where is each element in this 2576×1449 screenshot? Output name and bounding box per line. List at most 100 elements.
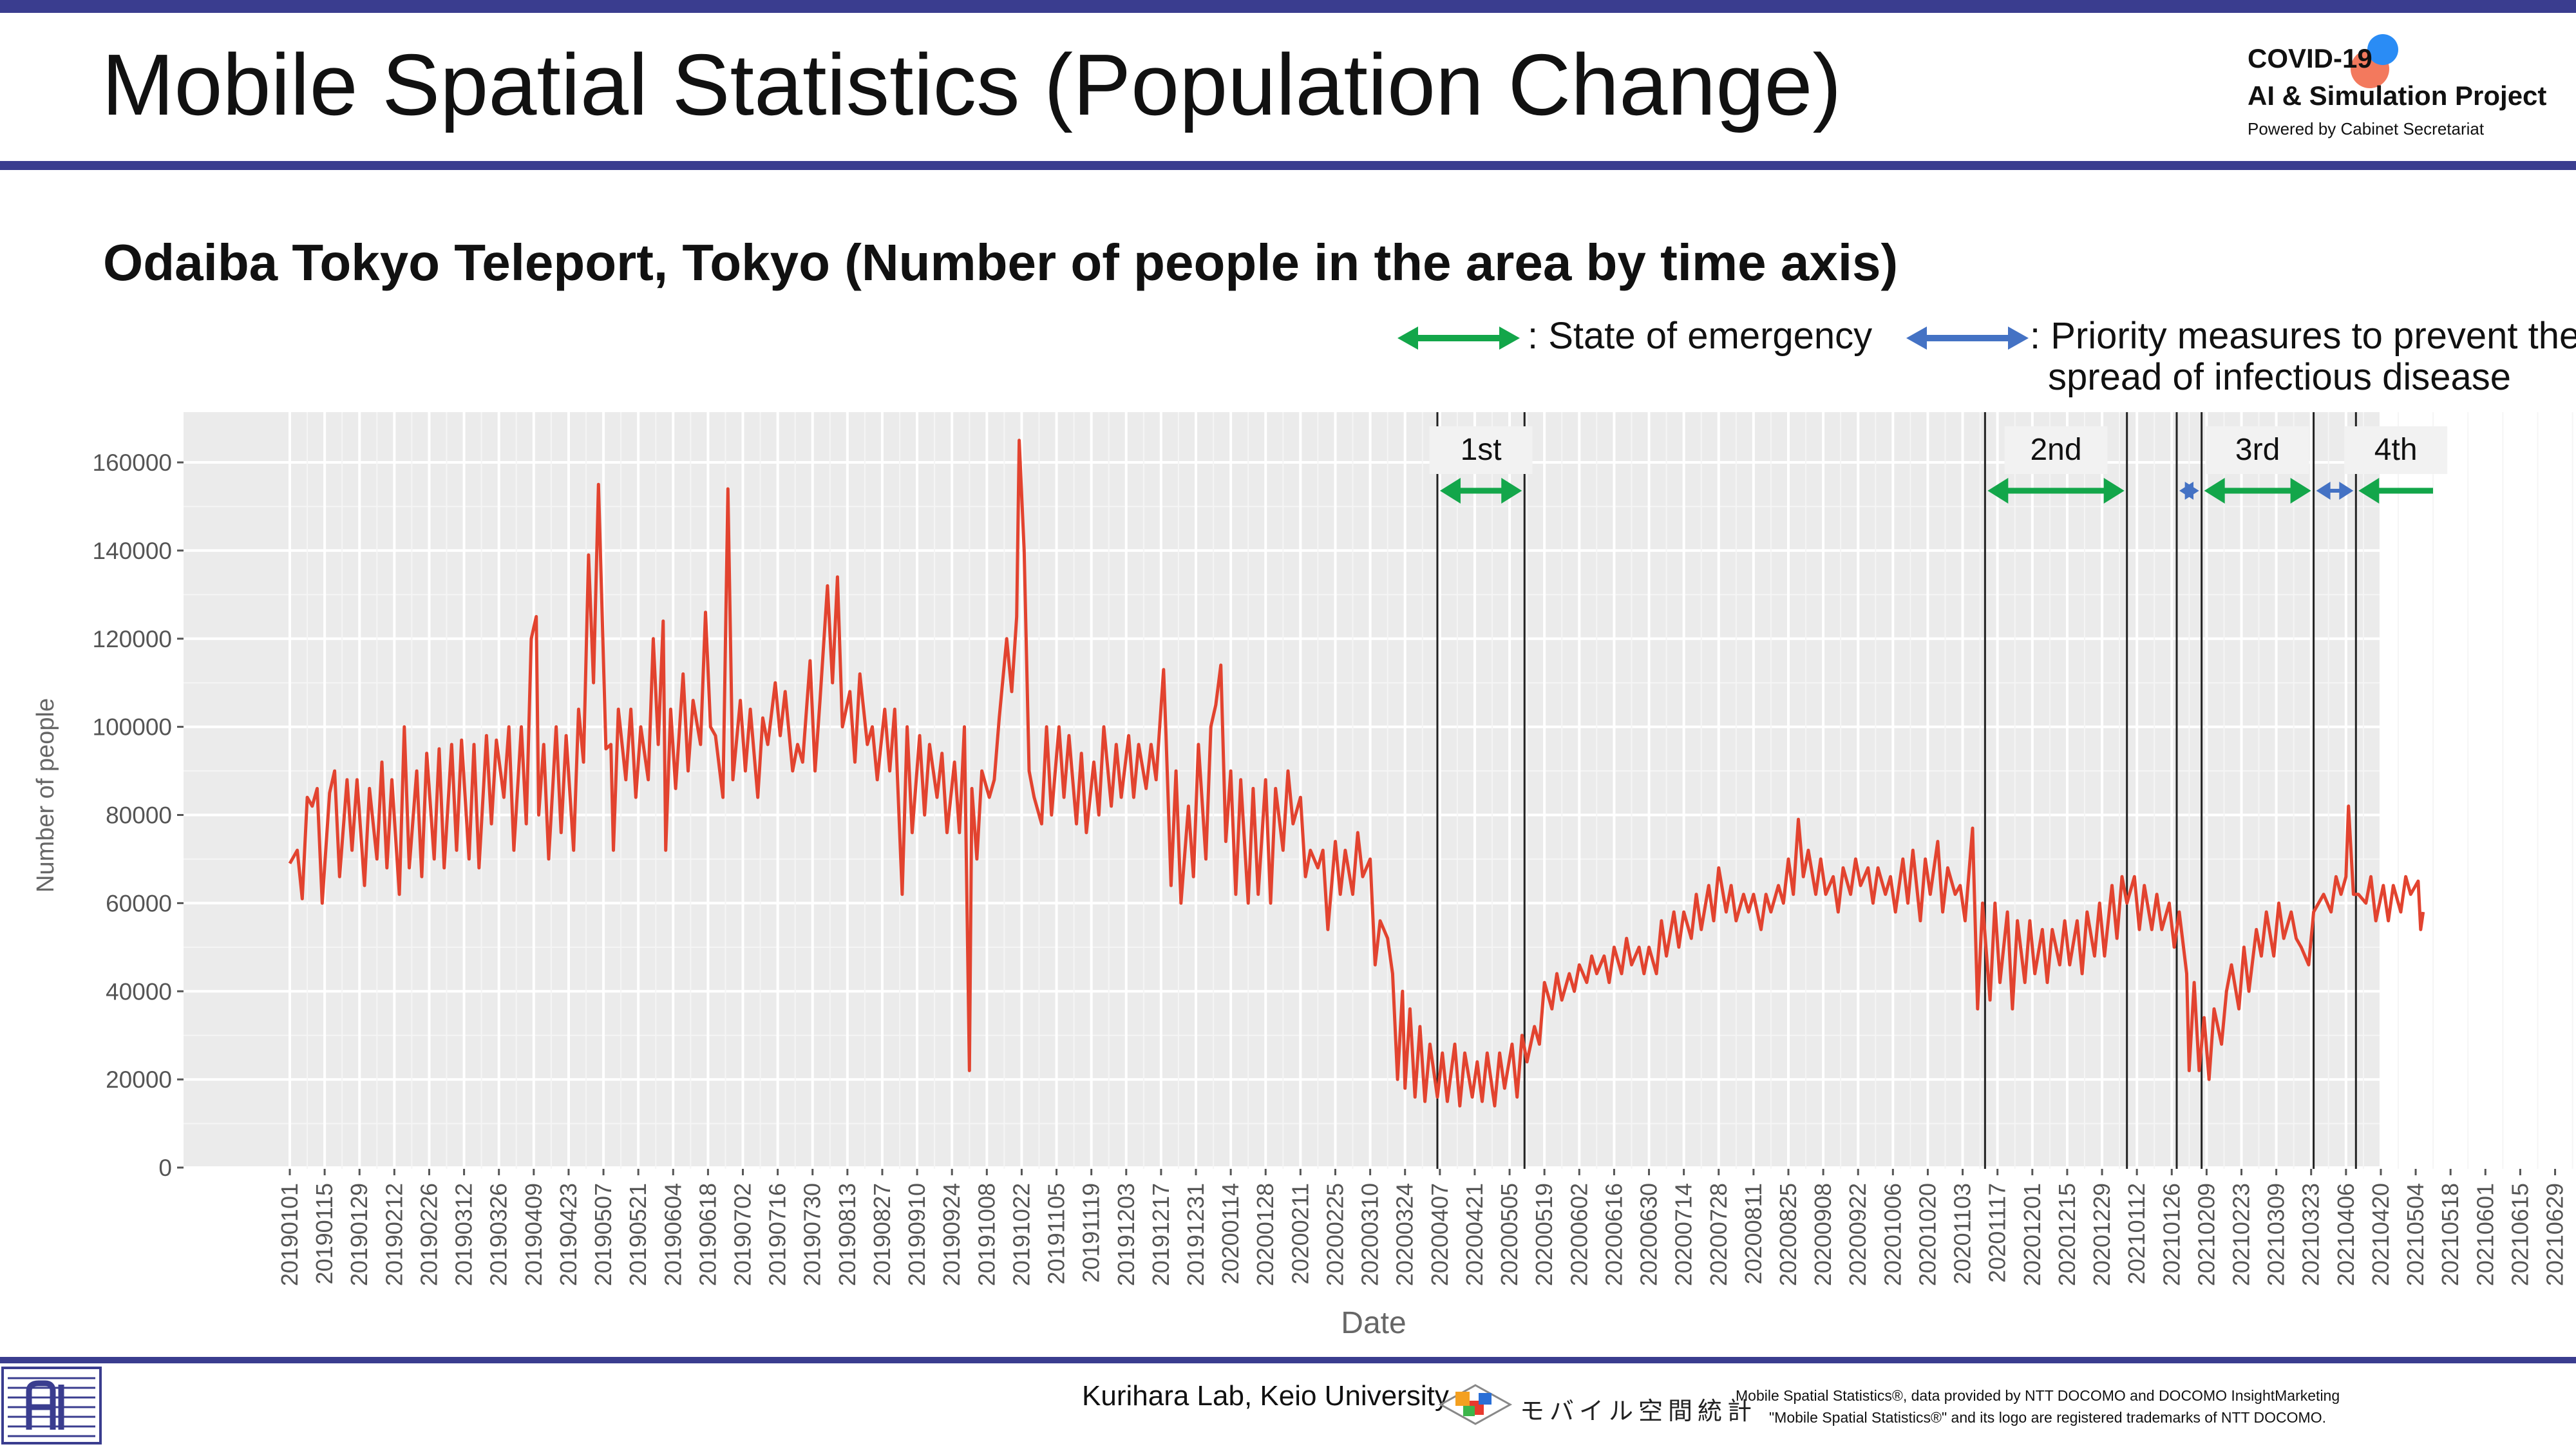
y-tick-label: 40000 <box>106 978 172 1005</box>
y-tick-label: 60000 <box>106 890 172 916</box>
period-arrowhead-right <box>2290 478 2311 504</box>
x-tick-label: 20191008 <box>973 1183 999 1286</box>
x-tick-label: 20190827 <box>869 1183 895 1286</box>
x-tick-label: 20200908 <box>1810 1183 1836 1286</box>
period-arrowhead-right <box>2184 482 2199 500</box>
y-tick-label: 140000 <box>93 538 172 564</box>
x-tick-label: 20190604 <box>659 1183 686 1286</box>
x-tick-label: 20200114 <box>1217 1183 1244 1285</box>
header-divider <box>0 161 2576 170</box>
x-tick-label: 20210323 <box>2298 1183 2324 1286</box>
population-series-line <box>288 439 2425 1108</box>
x-tick-label: 20190507 <box>590 1183 616 1286</box>
top-accent-bar <box>0 0 2576 13</box>
legend-emergency-label: : State of emergency <box>1528 315 1873 357</box>
x-tick-label: 20200616 <box>1600 1183 1627 1286</box>
legend-priority-arrow-icon <box>1906 327 2029 350</box>
x-tick-label: 20190423 <box>555 1183 582 1286</box>
covid-project-logo: COVID-19 AI & Simulation Project Powered… <box>2248 29 2557 151</box>
period-label-box <box>2344 426 2448 474</box>
x-tick-label: 20190409 <box>520 1183 547 1286</box>
y-tick-label: 100000 <box>93 714 172 741</box>
x-tick-label: 20200310 <box>1357 1183 1383 1286</box>
x-tick-label: 20200211 <box>1287 1183 1313 1285</box>
period-arrowhead-right <box>1501 478 1522 504</box>
x-tick-label: 20190924 <box>938 1183 965 1286</box>
x-tick-label: 20201006 <box>1879 1183 1906 1286</box>
x-tick-label: 20190115 <box>311 1183 337 1285</box>
period-label-box <box>2206 426 2309 474</box>
x-tick-label: 20210126 <box>2158 1183 2184 1286</box>
footer-credit-line-2: "Mobile Spatial Statistics®" and its log… <box>1769 1409 2326 1426</box>
population-line-chart: 1st 2nd 3rd 4th 0 20000 40000 60000 80000 100000… <box>32 412 2568 1340</box>
x-tick-label: 20210309 <box>2263 1183 2289 1286</box>
period-arrowhead-left <box>2316 482 2331 500</box>
period-label: 3rd <box>2235 433 2280 467</box>
period-label: 2nd <box>2030 433 2081 467</box>
legend-priority-label-line1: : Priority measures to prevent the <box>2030 315 2576 357</box>
period-label-box <box>2004 426 2108 474</box>
x-tick-label: 20200505 <box>1496 1183 1522 1286</box>
footer-lab-name: Kurihara Lab, Keio University <box>1082 1380 1449 1412</box>
period-arrowhead-right <box>2103 478 2125 504</box>
logo-line-2: AI & Simulation Project <box>2248 80 2547 111</box>
x-tick-label: 20200630 <box>1636 1183 1662 1286</box>
x-tick-label: 20201201 <box>2019 1183 2045 1286</box>
x-tick-label: 20201229 <box>2088 1183 2115 1286</box>
x-tick-label: 20200602 <box>1566 1183 1592 1286</box>
logo-line-1: COVID-19 <box>2248 43 2372 73</box>
x-tick-label: 20210601 <box>2472 1183 2498 1286</box>
x-tick-label: 20210112 <box>2123 1183 2150 1285</box>
footer-divider <box>0 1357 2576 1363</box>
x-tick-label: 20210518 <box>2437 1183 2463 1286</box>
footer-docomo-japanese-label: モバイル空間統計 <box>1520 1398 1757 1425</box>
x-tick-label: 20200825 <box>1775 1183 1801 1286</box>
x-tick-label: 20190312 <box>451 1183 477 1286</box>
x-tick-label: 20191022 <box>1008 1183 1034 1286</box>
x-tick-label: 20201103 <box>1949 1183 1976 1285</box>
x-tick-label: 20190521 <box>625 1183 651 1286</box>
x-tick-label: 20190212 <box>381 1183 407 1286</box>
x-tick-label: 20200225 <box>1321 1183 1348 1286</box>
x-tick-label: 20191105 <box>1043 1183 1070 1285</box>
x-tick-label: 20191231 <box>1182 1183 1209 1286</box>
x-tick-label: 20191203 <box>1113 1183 1139 1286</box>
x-tick-label: 20200922 <box>1844 1183 1871 1286</box>
x-tick-label: 20200811 <box>1740 1183 1766 1285</box>
x-tick-label: 20210223 <box>2228 1183 2254 1286</box>
period-label: 1st <box>1461 433 1502 467</box>
x-tick-label: 20190910 <box>904 1183 930 1286</box>
x-tick-label: 20190730 <box>799 1183 826 1286</box>
period-arrowhead-right <box>2339 482 2354 500</box>
x-tick-label: 20200421 <box>1461 1183 1488 1286</box>
plot-area <box>184 412 2380 1169</box>
y-tick-label: 80000 <box>106 802 172 829</box>
x-tick-label: 20190226 <box>415 1183 442 1286</box>
x-tick-label: 20210406 <box>2333 1183 2359 1286</box>
legend-priority-label-line2: spread of infectious disease <box>2048 356 2511 398</box>
x-tick-label: 20190813 <box>834 1183 860 1286</box>
x-tick-label: 20200128 <box>1252 1183 1278 1286</box>
legend-emergency-arrow-icon <box>1397 327 1520 350</box>
x-tick-label: 20190129 <box>346 1183 372 1286</box>
x-tick-label: 20201020 <box>1914 1183 1940 1286</box>
logo-line-3: Powered by Cabinet Secretariat <box>2248 119 2485 138</box>
period-label-box <box>1429 426 1533 474</box>
x-tick-label: 20190716 <box>764 1183 791 1286</box>
x-tick-label: 20210209 <box>2193 1183 2219 1286</box>
x-tick-label: 20200714 <box>1671 1183 1697 1286</box>
y-tick-label: 120000 <box>93 626 172 652</box>
period-arrowhead-left <box>2358 478 2380 504</box>
footer-credit: Mobile Spatial Statistics®, data provide… <box>1736 1385 2340 1428</box>
period-arrowhead-left <box>1987 478 2009 504</box>
x-tick-label: 20201117 <box>1984 1183 2011 1283</box>
university-logo-icon <box>1 1367 102 1444</box>
x-tick-label: 20200407 <box>1426 1183 1453 1286</box>
chart-subtitle: Odaiba Tokyo Teleport, Tokyo (Number of … <box>103 234 1899 291</box>
x-tick-label: 20200324 <box>1392 1183 1418 1286</box>
footer-credit-line-1: Mobile Spatial Statistics®, data provide… <box>1736 1387 2340 1404</box>
x-tick-label: 20190618 <box>694 1183 721 1286</box>
x-tick-label: 20190101 <box>276 1183 303 1286</box>
x-tick-label: 20210629 <box>2542 1183 2568 1286</box>
logo-dots-icon <box>2351 34 2398 88</box>
